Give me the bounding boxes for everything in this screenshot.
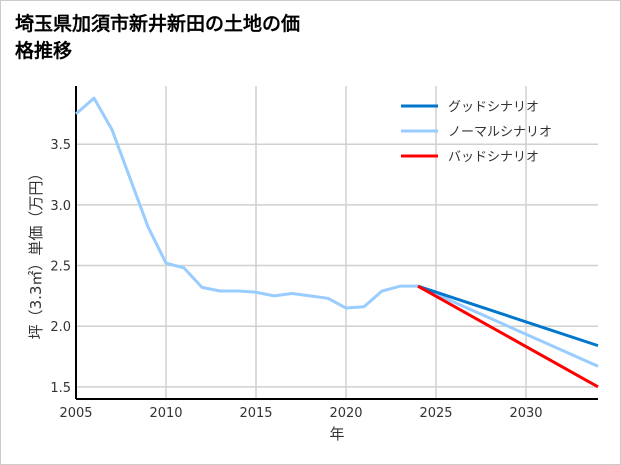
x-tick-label: 2010 (149, 406, 182, 421)
y-tick-label: 2.5 (50, 260, 71, 275)
x-axis-label: 年 (329, 425, 344, 443)
chart-title: 埼玉県加須市新井新田の土地の価格推移 (15, 13, 301, 62)
legend-label: バッドシナリオ (448, 150, 539, 165)
y-axis-label: 坪（3.3㎡）単価（万円） (27, 166, 45, 340)
series-line-3 (417, 284, 599, 389)
x-tick-label: 2015 (239, 406, 272, 421)
legend-label: グッドシナリオ (448, 100, 539, 115)
y-tick-label: 2.0 (50, 320, 71, 335)
y-tick-label: 3.0 (50, 199, 71, 214)
y-tick-label: 1.5 (50, 381, 71, 396)
x-tick-label: 2030 (509, 406, 542, 421)
legend-label: ノーマルシナリオ (448, 125, 552, 140)
x-tick-label: 2005 (59, 406, 92, 421)
y-tick-label: 3.5 (50, 138, 71, 153)
series-line-1 (417, 284, 599, 348)
x-tick-label: 2020 (329, 406, 362, 421)
series-line-2 (75, 96, 599, 368)
x-tick-label: 2025 (419, 406, 452, 421)
